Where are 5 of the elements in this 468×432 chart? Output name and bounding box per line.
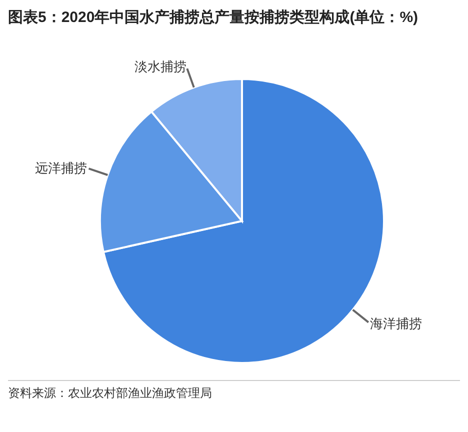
slice-label: 淡水捕捞 <box>134 59 186 74</box>
slice-label: 远洋捕捞 <box>34 160 87 176</box>
chart-title: 图表5：2020年中国水产捕捞总产量按捕捞类型构成(单位：%) <box>8 8 420 28</box>
slice-label: 海洋捕捞 <box>370 316 422 332</box>
text: 资料来源：农业农村部渔业渔政管理局 <box>8 385 213 402</box>
